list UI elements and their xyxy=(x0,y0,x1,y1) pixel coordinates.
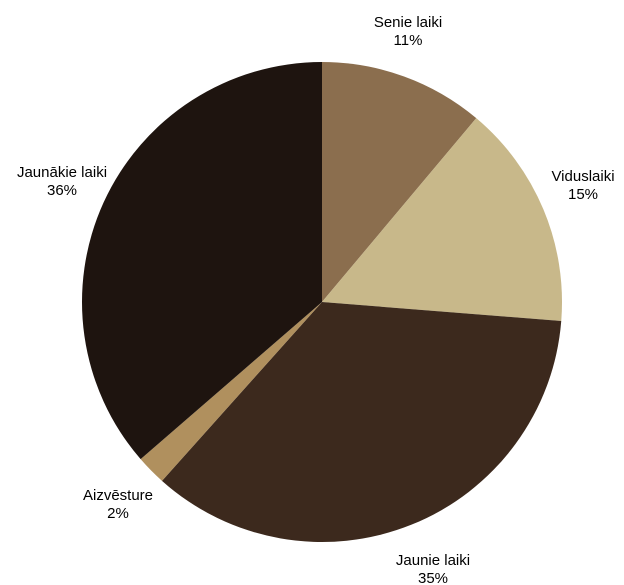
slice-label-senie-laiki: Senie laiki xyxy=(374,14,442,31)
slice-value-senie-laiki: 11% xyxy=(394,32,423,49)
slice-label-jaunakie-laiki: Jaunākie laiki xyxy=(17,164,107,181)
pie-slices xyxy=(81,62,563,542)
slice-viduslaiki xyxy=(322,118,563,322)
slice-senie-laiki xyxy=(322,62,477,302)
slice-label-jaunie-laiki: Jaunie laiki xyxy=(396,552,470,569)
slice-value-jaunakie-laiki: 36% xyxy=(47,182,77,199)
slice-value-aizvesture: 2% xyxy=(107,505,129,522)
slice-aizvesture xyxy=(140,302,322,481)
slice-value-jaunie-laiki: 35% xyxy=(418,570,448,585)
slice-jaunakie-laiki xyxy=(81,62,322,460)
slice-value-viduslaiki: 15% xyxy=(568,186,598,203)
slice-jaunie-laiki xyxy=(161,302,562,542)
slice-label-viduslaiki: Viduslaiki xyxy=(551,168,614,185)
slice-label-aizvesture: Aizvēsture xyxy=(83,487,153,504)
